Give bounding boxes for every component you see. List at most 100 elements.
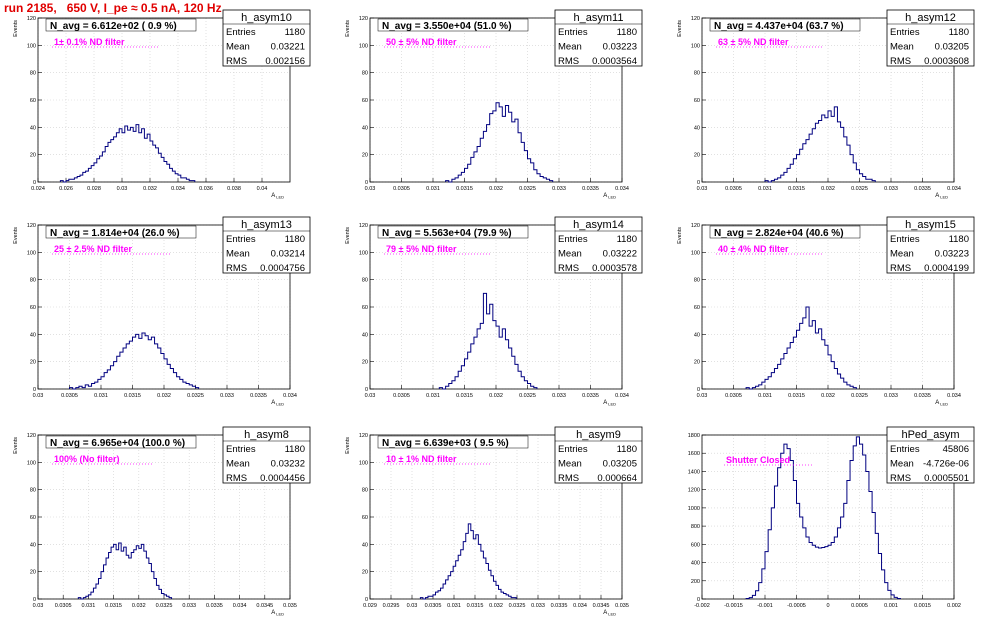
histogram-name: h_asym8 xyxy=(244,429,289,441)
y-tick-label: 40 xyxy=(30,332,36,338)
y-tick-label: 120 xyxy=(27,223,36,229)
x-tick-label: 0.0305 xyxy=(55,603,72,609)
histogram-series xyxy=(438,292,538,390)
x-tick-label: 0.033 xyxy=(884,393,898,399)
y-tick-label: 80 xyxy=(30,71,36,77)
x-tick-label: -0.0005 xyxy=(787,603,806,609)
stats-label: Entries xyxy=(558,234,588,245)
stats-value: 0.0003578 xyxy=(592,263,637,274)
stats-value: 1180 xyxy=(285,234,305,245)
y-tick-label: 40 xyxy=(694,332,700,338)
y-tick-label: 60 xyxy=(362,98,368,104)
stats-label: Entries xyxy=(226,234,256,245)
x-tick-label: 0.03 xyxy=(117,186,128,192)
y-tick-label: 80 xyxy=(362,488,368,494)
navg-box xyxy=(45,435,197,449)
navg-box xyxy=(45,225,197,239)
x-tick-label: 0.0335 xyxy=(206,603,223,609)
x-tick-label: 0.03 xyxy=(407,603,418,609)
y-tick-label: 100 xyxy=(691,43,700,49)
x-tick-label: 0.034 xyxy=(947,186,961,192)
histogram-panel: -0.002 -0.0015 -0.001 -0.0005 0 0.0005 0.001 0.… xyxy=(688,426,975,609)
stats-value: 0.03232 xyxy=(271,459,305,470)
x-tick-label: 0.034 xyxy=(283,393,297,399)
x-tick-label: 0.028 xyxy=(87,186,101,192)
stats-value: 1180 xyxy=(949,234,969,245)
x-tick-label: 0.038 xyxy=(227,186,241,192)
stats-value: 0.03221 xyxy=(271,42,305,53)
x-tick-label: 0.0305 xyxy=(393,393,410,399)
x-tick-label: 0.031 xyxy=(426,186,440,192)
x-tick-label: 0.031 xyxy=(758,393,772,399)
y-tick-label: 60 xyxy=(30,515,36,521)
x-tick-label: 0.034 xyxy=(171,186,185,192)
x-tick-label: 0.03 xyxy=(697,186,708,192)
navg-label: N_avg = 4.437e+04 (63.7 %) xyxy=(714,21,844,32)
y-tick-label: 0 xyxy=(697,180,700,186)
x-tick-label: 0.0335 xyxy=(914,186,931,192)
histogram-name: hPed_asym xyxy=(901,429,959,441)
x-axis-title: ALED xyxy=(935,400,948,407)
stats-value: 0.002156 xyxy=(265,56,305,67)
x-axis-title: ALED xyxy=(935,193,948,200)
x-tick-label: 0.029 xyxy=(363,603,377,609)
stats-value: 45806 xyxy=(943,444,969,455)
x-tick-label: 0.034 xyxy=(615,393,629,399)
y-tick-label: 60 xyxy=(30,98,36,104)
y-tick-label: 0 xyxy=(33,387,36,393)
histogram-panel: 0.03 0.0305 0.031 0.0315 0.032 0.0325 0.033 0.0… xyxy=(677,216,975,407)
y-axis-title: Events xyxy=(677,20,683,37)
y-tick-label: 80 xyxy=(362,278,368,284)
stats-value: 0.03214 xyxy=(271,249,305,260)
x-tick-label: 0.034 xyxy=(233,603,247,609)
histogram-series xyxy=(745,436,901,600)
x-tick-label: 0.0325 xyxy=(509,603,526,609)
stats-box xyxy=(554,426,643,484)
stats-box xyxy=(554,9,643,67)
x-tick-label: 0.0335 xyxy=(250,393,267,399)
y-tick-label: 0 xyxy=(697,597,700,603)
stats-value: 0.03223 xyxy=(603,42,637,53)
navg-label: N_avg = 1.814e+04 (26.0 %) xyxy=(50,228,180,239)
navg-box xyxy=(709,18,861,32)
x-tick-label: 0.002 xyxy=(947,603,961,609)
x-tick-label: 0.024 xyxy=(31,186,45,192)
x-tick-label: 0.0305 xyxy=(393,186,410,192)
stats-label: Entries xyxy=(226,27,256,38)
stats-value: 0.03205 xyxy=(603,459,637,470)
x-tick-label: 0.032 xyxy=(821,393,835,399)
y-axis-title: Events xyxy=(345,20,351,37)
x-axis-title: ALED xyxy=(603,610,616,617)
x-tick-label: 0.0305 xyxy=(425,603,442,609)
histogram-series xyxy=(69,332,200,390)
x-tick-label: 0.0325 xyxy=(851,186,868,192)
x-tick-label: 0.0325 xyxy=(519,393,536,399)
x-tick-label: 0.032 xyxy=(489,603,503,609)
stats-value: 1180 xyxy=(949,27,969,38)
histogram-panel: 0.03 0.0305 0.031 0.0315 0.032 0.0325 0.033 0.0… xyxy=(677,9,975,200)
stats-label: RMS xyxy=(226,263,247,274)
x-tick-label: 0.0305 xyxy=(61,393,78,399)
x-tick-label: 0.032 xyxy=(821,186,835,192)
stats-value: 1180 xyxy=(617,234,637,245)
stats-value: 0.0003608 xyxy=(924,56,969,67)
y-tick-label: 100 xyxy=(27,460,36,466)
x-tick-label: 0.031 xyxy=(426,393,440,399)
stats-box xyxy=(222,9,311,67)
y-tick-label: 80 xyxy=(694,278,700,284)
y-tick-label: 20 xyxy=(362,570,368,576)
x-tick-label: 0.026 xyxy=(59,186,73,192)
histogram-series xyxy=(745,306,857,390)
histogram-name: h_asym14 xyxy=(573,219,624,231)
stats-label: Mean xyxy=(558,42,582,53)
histogram-name: h_asym13 xyxy=(241,219,292,231)
navg-box xyxy=(709,225,861,239)
histogram-panel: 0.024 0.026 0.028 0.03 0.032 0.034 0.036 0.038 0… xyxy=(13,9,311,200)
stats-value: 0.03222 xyxy=(603,249,637,260)
filter-annotation: 40 ± 4% ND filter xyxy=(718,244,789,254)
x-tick-label: 0.033 xyxy=(220,393,234,399)
y-tick-label: 20 xyxy=(694,360,700,366)
x-tick-label: 0.0305 xyxy=(725,393,742,399)
y-tick-label: 40 xyxy=(362,332,368,338)
